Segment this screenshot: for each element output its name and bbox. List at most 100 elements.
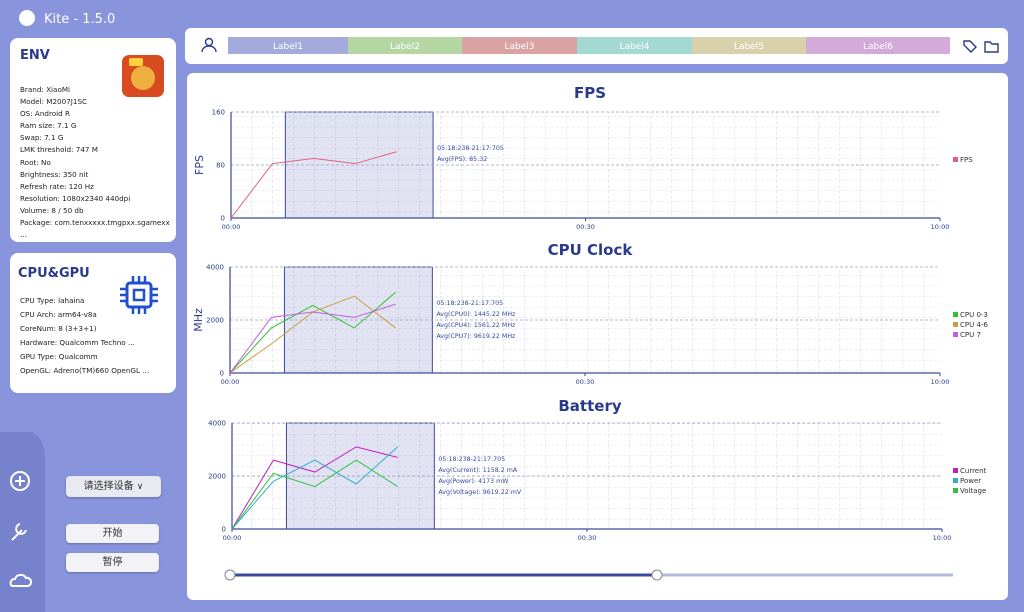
- annotation: Avg(CPU0): 1445.22 MHz: [436, 311, 516, 318]
- folder-icon[interactable]: [984, 41, 999, 53]
- info-item: Refresh rate: 120 Hz: [20, 181, 94, 191]
- cpu-card: CPU&GPU CPU Type: lahaina CPU Arch: arm64…: [10, 253, 176, 393]
- label-text[interactable]: Label2: [390, 42, 420, 52]
- info-item: Swap: 7.1 G: [20, 133, 64, 143]
- legend-label: CPU 4-6: [960, 321, 988, 329]
- info-item: Brand: XiaoMi: [20, 85, 71, 94]
- legend-swatch: [953, 322, 958, 327]
- info-item: OS: Android R: [20, 109, 70, 119]
- info-item: Ram size: 7.1 G: [20, 121, 77, 131]
- legend-label: Current: [960, 467, 987, 475]
- env-list: Brand: XiaoMi Model: M2007J1SC OS: Android…: [20, 84, 176, 241]
- y-tick-label: 4000: [206, 264, 224, 272]
- chart-title: FPS: [574, 84, 606, 102]
- app-logo: [19, 10, 35, 26]
- slider-handle-end[interactable]: [651, 569, 663, 581]
- label-text[interactable]: Label5: [734, 42, 764, 52]
- info-item: Volume: 8 / 50 db: [20, 205, 84, 215]
- annotation: Avg(Power): 4173 mW: [438, 478, 509, 485]
- chart-title: Battery: [558, 397, 621, 415]
- legend-swatch: [953, 468, 958, 473]
- series-line: [230, 151, 397, 219]
- label-text[interactable]: Label1: [273, 42, 303, 52]
- info-item: Brightness: 350 nit: [20, 169, 89, 179]
- legend-label: Voltage: [960, 487, 986, 495]
- label-tab: [577, 37, 692, 54]
- game-icon: [122, 55, 164, 97]
- label-tab: [462, 37, 577, 54]
- y-axis-label: MHz: [192, 308, 205, 332]
- legend-swatch: [953, 488, 958, 493]
- series-line: [231, 446, 399, 530]
- series-line: [231, 459, 398, 530]
- y-tick-label: 0: [221, 215, 225, 223]
- label-text[interactable]: Label4: [619, 42, 649, 52]
- y-tick-label: 4000: [208, 420, 226, 428]
- cpu-title: CPU&GPU: [18, 266, 90, 281]
- device-select[interactable]: 请选择设备 ∨: [66, 476, 161, 497]
- app-title: Kite - 1.5.0: [44, 12, 115, 27]
- info-item: LMK threshold: 747 M: [20, 145, 98, 155]
- cloud-button[interactable]: [9, 573, 33, 587]
- info-item: Root: No: [20, 157, 51, 167]
- label-tab: [348, 37, 462, 54]
- x-tick-label: 10:00: [933, 534, 952, 542]
- series-line: [229, 291, 396, 374]
- tag-icon[interactable]: [963, 40, 977, 53]
- x-tick-label: 00:00: [223, 534, 242, 542]
- info-item: Hardware: Qualcomm Techno ...: [20, 338, 135, 347]
- start-button[interactable]: 开始: [66, 524, 159, 543]
- annotation: 05:18:238-21:17:705: [436, 300, 503, 307]
- env-card: ENV Brand: XiaoMi Model: M2007J1SC OS: And…: [10, 38, 176, 242]
- x-tick-label: 00:00: [221, 378, 240, 386]
- info-item: CPU Arch: arm64-v8a: [20, 310, 97, 319]
- x-tick-label: 00:30: [576, 223, 595, 231]
- series-line: [229, 303, 396, 374]
- annotation: 05:18:238-21:17:705: [438, 456, 505, 463]
- info-item: OpenGL: Adreno(TM)660 OpenGL ...: [20, 366, 150, 375]
- legend-swatch: [953, 478, 958, 483]
- label-tab: [228, 37, 348, 54]
- label-text[interactable]: Label3: [504, 42, 534, 52]
- annotation: Avg(FPS): 85.32: [437, 156, 487, 163]
- info-item: GPU Type: Qualcomm: [20, 352, 98, 361]
- legend-swatch: [953, 332, 958, 337]
- chart-title: CPU Clock: [548, 241, 634, 259]
- series-line: [231, 446, 398, 530]
- legend-swatch: [953, 157, 958, 162]
- y-tick-label: 0: [220, 370, 224, 378]
- user-icon[interactable]: [201, 37, 217, 53]
- y-tick-label: 80: [216, 162, 225, 170]
- add-button[interactable]: [10, 471, 30, 491]
- x-tick-label: 00:30: [578, 534, 597, 542]
- info-item: Resolution: 1080x2340 440dpi: [20, 193, 131, 203]
- legend-label: Power: [960, 477, 981, 485]
- chip-icon: [120, 276, 158, 314]
- annotation: 05:18:238-21:17:705: [437, 145, 504, 152]
- x-tick-label: 00:00: [222, 223, 241, 231]
- device-select-text: 请选择设备: [83, 481, 134, 492]
- label-tab: [692, 37, 806, 54]
- pause-button[interactable]: 暂停: [66, 553, 159, 572]
- info-item: Model: M2007J1SC: [20, 97, 88, 107]
- label-tab: [806, 37, 950, 54]
- annotation: Avg(CPU7): 9619.22 MHz: [436, 333, 516, 340]
- env-title: ENV: [20, 48, 50, 63]
- label-text[interactable]: Label6: [863, 42, 893, 52]
- cpu-list: CPU Type: lahaina CPU Arch: arm64-v8a Core…: [20, 294, 149, 378]
- slider-handle-start[interactable]: [224, 569, 236, 581]
- info-item: CPU Type: lahaina: [20, 296, 85, 305]
- x-tick-label: 10:00: [931, 378, 950, 386]
- legend-label: CPU 0-3: [960, 311, 988, 319]
- settings-button[interactable]: [11, 523, 27, 541]
- info-item: Package: com.tenxxxxx.tmgpxx.sgamexx ...: [20, 218, 170, 240]
- legend-swatch: [953, 312, 958, 317]
- legend-label: CPU 7: [960, 331, 981, 339]
- x-tick-label: 10:00: [931, 223, 950, 231]
- y-tick-label: 2000: [208, 473, 226, 481]
- annotation: Avg(Voltage): 9619.22 mV: [438, 489, 521, 496]
- info-item: CoreNum: 8 (3+3+1): [20, 324, 97, 333]
- y-tick-label: 0: [222, 526, 226, 534]
